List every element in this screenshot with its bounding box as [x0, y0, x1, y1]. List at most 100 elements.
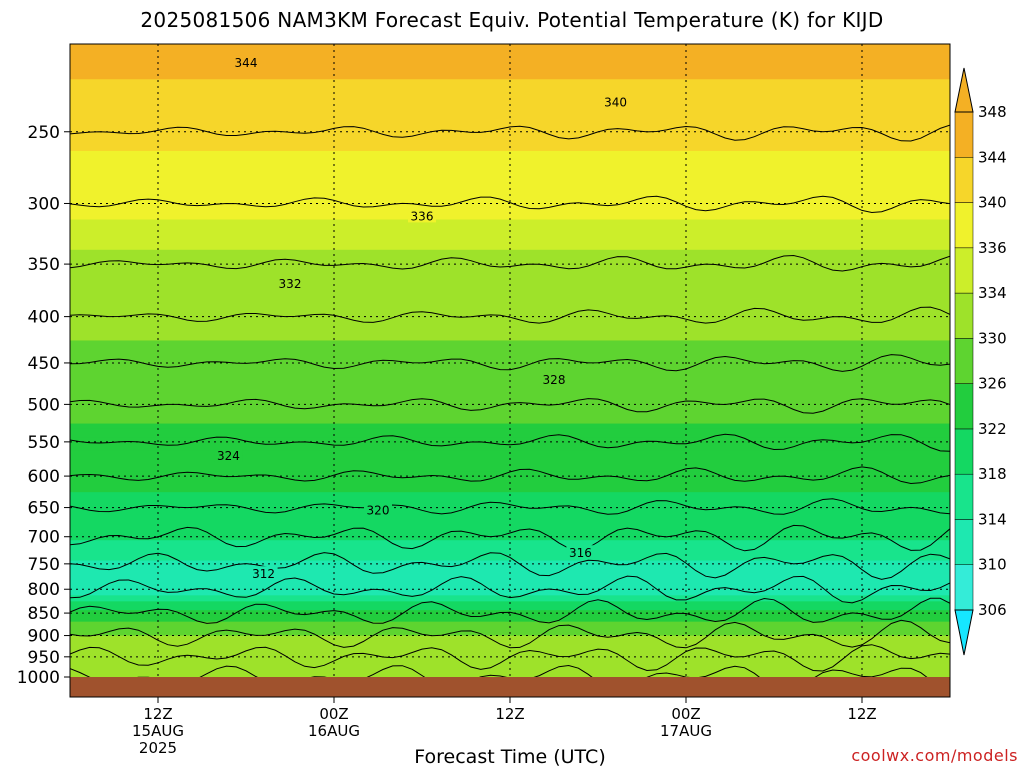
theta-e-band — [70, 418, 950, 425]
colorbar-swatch — [954, 519, 974, 565]
x-tick-label: 12Z — [143, 705, 172, 723]
contour-line — [70, 619, 950, 649]
theta-e-band — [70, 79, 950, 91]
y-tick-label: 850 — [28, 604, 60, 624]
contour-label: 336 — [408, 208, 436, 223]
theta-e-band — [70, 150, 950, 161]
theta-e-band — [70, 428, 950, 434]
theta-e-band — [70, 101, 950, 113]
theta-e-band — [70, 234, 950, 244]
theta-e-band — [70, 242, 950, 251]
theta-e-band — [70, 592, 950, 596]
theta-e-band — [70, 550, 950, 555]
y-tick-label: 800 — [28, 580, 60, 600]
colorbar-swatch — [954, 338, 974, 384]
colorbar-swatch — [954, 428, 974, 475]
colorbar-label: 306 — [978, 601, 1007, 619]
chart-title: 2025081506 NAM3KM Forecast Equiv. Potent… — [140, 8, 884, 32]
theta-e-band — [70, 579, 950, 584]
theta-e-band — [70, 659, 950, 663]
theta-e-band — [70, 277, 950, 286]
contour-label: 340 — [601, 94, 630, 109]
theta-e-band — [70, 67, 950, 80]
colorbar-label: 330 — [978, 329, 1007, 347]
y-axis: 250 300 350 400 450 500 550 600 650 700 750 800 850 9… — [17, 123, 70, 688]
theta-e-band — [70, 518, 950, 524]
theta-e-band — [70, 284, 950, 292]
grid-lines — [70, 44, 950, 677]
colorbar-label: 344 — [978, 148, 1007, 166]
source-credit[interactable]: coolwx.com/models — [851, 746, 1018, 765]
theta-e-band — [70, 404, 950, 410]
x-tick-label: 16AUG — [308, 722, 360, 740]
theta-e-band — [70, 669, 950, 673]
theta-e-band — [70, 496, 950, 501]
theta-e-band — [70, 463, 950, 469]
theta-e-band — [70, 297, 950, 305]
theta-e-band — [70, 567, 950, 571]
theta-e-band — [70, 507, 950, 512]
contour-label: 332 — [276, 275, 304, 291]
theta-e-band — [70, 573, 950, 578]
y-tick-label: 600 — [28, 467, 60, 487]
contour-label: 344 — [232, 55, 260, 70]
y-tick-label: 250 — [28, 123, 60, 143]
theta-e-band — [70, 615, 950, 620]
theta-e-band — [70, 664, 950, 668]
terrain-strip — [70, 677, 950, 697]
theta-e-band — [70, 656, 950, 661]
theta-e-band — [70, 654, 950, 658]
theta-e-band — [70, 399, 950, 405]
theta-e-band — [70, 455, 950, 460]
theta-e-band — [70, 291, 950, 299]
theta-e-band — [70, 340, 950, 347]
theta-e-band — [70, 674, 950, 678]
theta-e-band — [70, 471, 950, 477]
contour-line — [70, 306, 950, 324]
y-tick-label: 550 — [28, 433, 60, 453]
colorbar-swatch — [954, 473, 974, 520]
contour-line — [70, 195, 950, 214]
contour-line — [70, 552, 950, 580]
theta-e-band — [70, 499, 950, 505]
contour-line — [70, 597, 950, 624]
theta-e-band — [70, 271, 950, 279]
svg-text:312: 312 — [252, 567, 275, 581]
theta-e-band — [70, 459, 950, 465]
contour-label: 312 — [249, 566, 278, 581]
colorbar-label: 334 — [978, 284, 1007, 302]
theta-e-band — [70, 640, 950, 645]
y-tick-label: 650 — [28, 499, 60, 519]
theta-e-band — [70, 560, 950, 565]
theta-e-band — [70, 635, 950, 639]
theta-e-band — [70, 169, 950, 179]
theta-e-band — [70, 394, 950, 401]
contour-label: 324 — [214, 447, 243, 463]
contour-line — [70, 433, 950, 452]
theta-e-band — [70, 310, 950, 318]
x-axis-title: Forecast Time (UTC) — [414, 746, 606, 768]
theta-e-band — [70, 598, 950, 602]
theta-e-band — [70, 316, 950, 324]
y-tick-label: 750 — [28, 555, 60, 575]
colorbar-swatch — [954, 383, 974, 430]
theta-e-band — [70, 90, 950, 102]
theta-e-band — [70, 362, 950, 369]
x-tick-label: 15AUG — [132, 722, 184, 740]
theta-e-band — [70, 651, 950, 655]
colorbar-swatch — [954, 247, 974, 294]
x-tick-label: 12Z — [847, 705, 876, 723]
colorbar-label: 340 — [978, 194, 1007, 212]
x-tick-label: 17AUG — [660, 722, 712, 740]
theta-e-band — [70, 346, 950, 353]
theta-e-band — [70, 357, 950, 364]
theta-e-band — [70, 533, 950, 538]
svg-text:320: 320 — [367, 504, 390, 518]
colorbar-label: 314 — [978, 510, 1007, 528]
svg-text:344: 344 — [235, 56, 258, 70]
theta-e-band — [70, 630, 950, 634]
theta-e-band — [70, 515, 950, 520]
x-tick-label: 00Z — [319, 705, 348, 723]
colorbar-bottom-arrow — [954, 609, 974, 656]
theta-e-band — [70, 557, 950, 562]
